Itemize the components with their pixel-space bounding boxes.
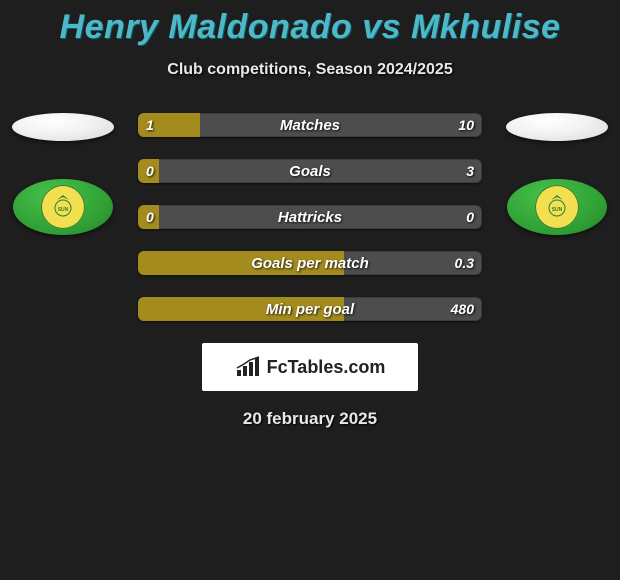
stat-bar-row: Goals0 3: [138, 159, 482, 183]
stat-bar-right-value: 480: [443, 297, 482, 321]
club-logo-icon: SUN: [542, 192, 572, 222]
stat-bar-right-value: 0.3: [447, 251, 482, 275]
club-badge-inner: SUN: [41, 185, 85, 229]
stat-bar-right-value: 3: [458, 159, 482, 183]
stat-bar-left-segment: [138, 297, 344, 321]
page-title: Henry Maldonado vs Mkhulise: [0, 0, 620, 47]
player-avatar-placeholder: [506, 113, 608, 141]
club-logo-icon: SUN: [48, 192, 78, 222]
stat-bar-left-value: 0: [138, 205, 162, 229]
left-player-column: SUN: [8, 113, 118, 235]
stat-bar-right-value: 0: [458, 205, 482, 229]
svg-text:SUN: SUN: [58, 207, 69, 213]
right-player-column: SUN: [502, 113, 612, 235]
date-label: 20 february 2025: [0, 409, 620, 429]
stat-bar-row: Matches110: [138, 113, 482, 137]
stat-bar-label: Goals: [138, 159, 482, 183]
subtitle: Club competitions, Season 2024/2025: [0, 61, 620, 79]
fctables-logo-icon: [235, 356, 263, 378]
stat-bar-right-value: 10: [450, 113, 482, 137]
stat-bar-row: Goals per match0.3: [138, 251, 482, 275]
stat-bar-row: Hattricks0 0: [138, 205, 482, 229]
comparison-chart: SUN SUN Matches110Goals03Hattricks00Goal…: [0, 113, 620, 321]
club-badge-inner: SUN: [535, 185, 579, 229]
club-badge: SUN: [13, 179, 113, 235]
stat-bar-left-segment: [138, 251, 344, 275]
stat-bars: Matches110Goals03Hattricks00Goals per ma…: [138, 113, 482, 321]
club-badge: SUN: [507, 179, 607, 235]
stat-bar-row: Min per goal480: [138, 297, 482, 321]
svg-text:SUN: SUN: [552, 207, 563, 213]
stat-bar-label: Hattricks: [138, 205, 482, 229]
watermark-text: FcTables.com: [267, 357, 386, 378]
player-avatar-placeholder: [12, 113, 114, 141]
stat-bar-left-value: 0: [138, 159, 162, 183]
stat-bar-left-value: 1: [138, 113, 162, 137]
watermark: FcTables.com: [202, 343, 418, 391]
